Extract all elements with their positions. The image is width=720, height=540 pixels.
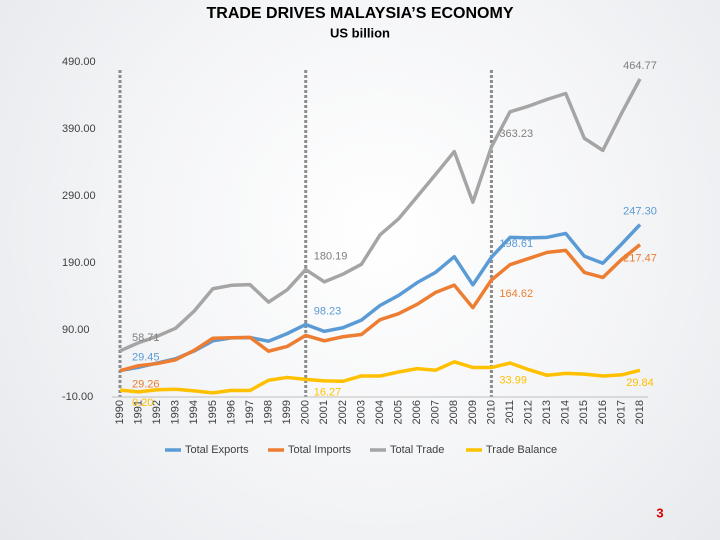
data-label: 29.26 [132,379,160,391]
data-label: 29.84 [626,377,654,389]
data-label: 164.62 [499,288,533,300]
x-tick-label: 2013 [541,400,553,424]
series-line [119,78,642,353]
y-tick-label: -10.00 [62,391,93,403]
x-tick-label: 2017 [615,400,627,424]
x-tick-label: 1992 [151,400,163,424]
data-label: 33.99 [499,374,527,386]
x-tick-label: 2011 [504,400,516,424]
x-tick-label: 2007 [430,400,442,424]
x-tick-label: 2015 [578,400,590,424]
data-label: 98.23 [314,305,342,317]
x-tick-label: 1993 [170,400,182,424]
legend-label: Trade Balance [486,444,557,456]
x-tick-label: 2003 [355,400,367,424]
data-label: 29.45 [132,351,160,363]
x-tick-label: 1990 [114,400,126,424]
x-tick-label: 2008 [448,400,460,424]
legend-label: Total Exports [185,444,249,456]
x-tick-label: 2009 [467,400,479,424]
chart-subtitle: US billion [330,25,390,40]
y-tick-label: 290.00 [62,190,96,202]
x-tick-label: 2018 [634,400,646,424]
x-tick-label: 2002 [337,400,349,424]
data-label: 363.23 [499,128,533,140]
data-label: 198.61 [499,238,533,250]
x-tick-label: 1991 [132,400,144,424]
x-tick-label: 2004 [374,400,386,424]
data-label: 464.77 [623,60,657,72]
y-tick-label: 390.00 [62,123,96,135]
x-tick-label: 2016 [597,400,609,424]
data-label: 16.27 [314,386,342,398]
series-line [119,243,642,373]
y-tick-label: 190.00 [62,257,96,269]
page-number: 3 [656,505,663,520]
data-label: 247.30 [623,206,657,218]
x-tick-label: 1995 [207,400,219,424]
x-tick-label: 2010 [485,400,497,424]
x-tick-label: 2005 [392,400,404,424]
series-line [119,360,641,395]
x-tick-label: 2000 [300,400,312,424]
y-tick-label: 90.00 [62,324,90,336]
x-tick-label: 1994 [188,400,200,424]
x-tick-label: 1999 [281,400,293,424]
x-tick-label: 2006 [411,400,423,424]
x-tick-label: 1998 [262,400,274,424]
data-label: 217.47 [623,253,657,265]
legend-label: Total Trade [390,444,444,456]
data-label: 180.19 [314,250,348,262]
x-tick-label: 2014 [560,400,572,424]
data-label: 0.20 [132,397,153,409]
legend-label: Total Imports [288,444,351,456]
chart-title: TRADE DRIVES MALAYSIA’S ECONOMY [206,5,513,22]
y-tick-label: 490.00 [62,56,96,68]
x-tick-label: 2012 [522,400,534,424]
x-tick-label: 1997 [244,400,256,424]
data-label: 58.71 [132,332,160,344]
x-tick-label: 2001 [318,400,330,424]
x-tick-label: 1996 [225,400,237,424]
